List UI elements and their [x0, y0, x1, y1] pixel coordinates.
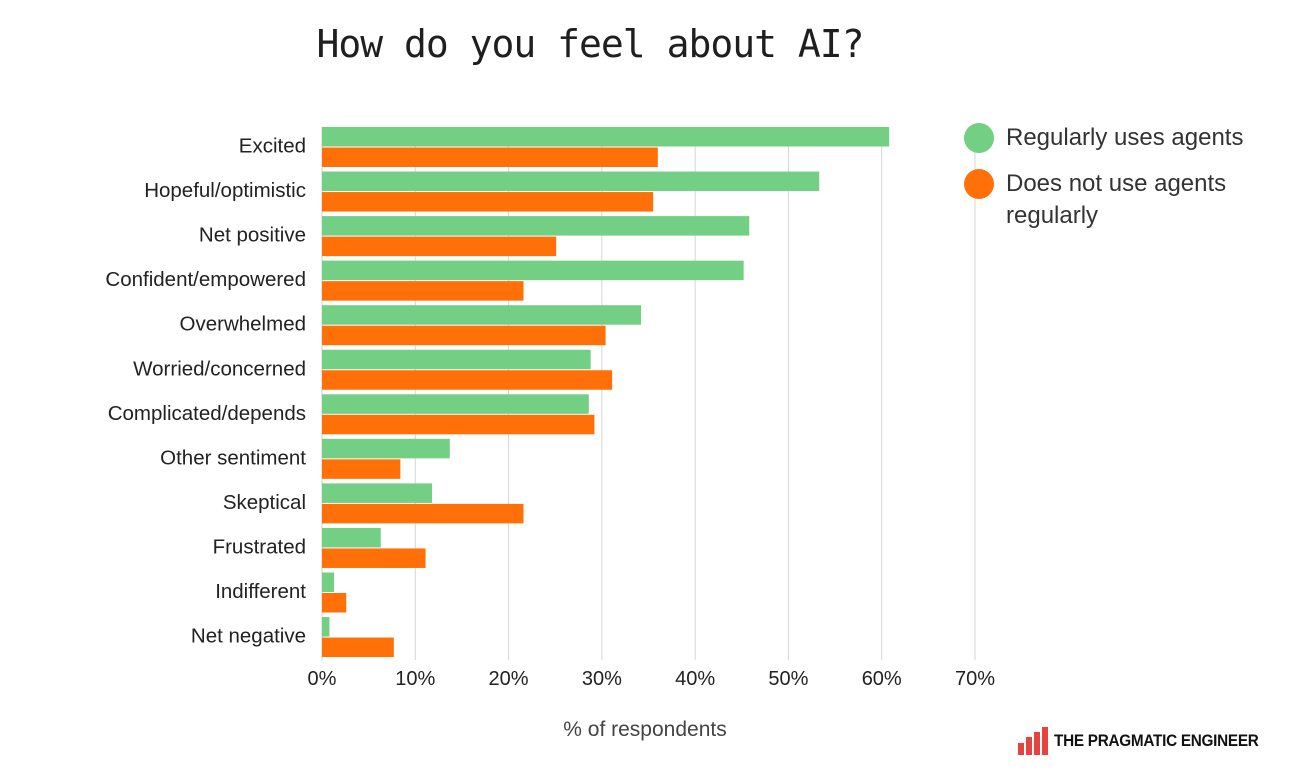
gridlines: [321, 127, 976, 660]
bar-regular-hopeful-optimistic: [322, 171, 820, 192]
category-label: Confident/empowered: [105, 268, 306, 291]
bar-not-regular-other-sentiment: [322, 459, 401, 479]
legend-item-regular: Regularly uses agents: [964, 122, 1294, 154]
bar-not-regular-indifferent: [322, 593, 347, 613]
bar-regular-other-sentiment: [322, 438, 450, 459]
legend: Regularly uses agents Does not use agent…: [964, 122, 1294, 246]
category-label: Complicated/depends: [108, 402, 306, 425]
bar-regular-confident-empowered: [322, 260, 744, 281]
category-label: Net negative: [191, 625, 306, 648]
x-tick-label: 20%: [489, 668, 529, 690]
category-label: Worried/concerned: [133, 357, 306, 380]
bar-not-regular-skeptical: [322, 503, 524, 524]
category-label: Frustrated: [213, 535, 306, 558]
x-tick-label: 50%: [768, 668, 808, 690]
bar-not-regular-hopeful-optimistic: [322, 192, 654, 212]
x-tick-label: 10%: [395, 668, 435, 690]
bar-regular-skeptical: [322, 483, 433, 503]
bar-not-regular-worried-concerned: [322, 370, 613, 390]
legend-swatch-orange: [964, 169, 994, 199]
x-tick-label: 40%: [675, 668, 715, 690]
bar-regular-net-negative: [322, 617, 330, 637]
bar-regular-worried-concerned: [322, 349, 591, 370]
x-tick-label: 70%: [955, 668, 995, 690]
bar-not-regular-confident-empowered: [322, 281, 524, 301]
bar-regular-frustrated: [322, 527, 381, 548]
bar-chart-logo-icon: [1018, 727, 1048, 755]
bar-regular-net-positive: [322, 216, 750, 236]
x-tick-label: 30%: [582, 668, 622, 690]
bar-not-regular-frustrated: [322, 548, 426, 568]
bar-not-regular-complicated-depends: [322, 414, 595, 435]
bar-regular-excited: [322, 127, 890, 147]
bar-regular-indifferent: [322, 572, 335, 592]
bar-not-regular-net-negative: [322, 637, 394, 658]
bars: [322, 127, 890, 658]
category-label: Overwhelmed: [180, 313, 306, 336]
x-tick-label: 0%: [308, 668, 337, 690]
bar-regular-complicated-depends: [322, 394, 589, 414]
category-label: Excited: [239, 135, 306, 158]
chart-title: How do you feel about AI?: [316, 22, 865, 66]
category-label: Skeptical: [223, 491, 306, 514]
bar-not-regular-excited: [322, 147, 658, 167]
brand-logo: THE PRAGMATIC ENGINEER: [1018, 727, 1281, 755]
x-axis-label: % of respondents: [563, 718, 726, 741]
category-label: Indifferent: [215, 580, 306, 603]
category-label: Hopeful/optimistic: [144, 179, 306, 202]
bar-not-regular-overwhelmed: [322, 325, 606, 346]
bar-not-regular-net-positive: [322, 236, 557, 257]
category-label: Other sentiment: [160, 446, 306, 469]
category-labels: Excited Hopeful/optimistic Net positive Con…: [105, 135, 306, 648]
legend-item-not-regular: Does not use agents regularly: [964, 168, 1294, 232]
legend-swatch-green: [964, 123, 994, 153]
brand-name: THE PRAGMATIC ENGINEER: [1054, 731, 1259, 750]
bar-regular-overwhelmed: [322, 305, 642, 325]
legend-label: Does not use agents regularly: [1006, 170, 1227, 229]
legend-label: Regularly uses agents: [1006, 124, 1244, 151]
x-tick-label: 60%: [862, 668, 902, 690]
category-label: Net positive: [199, 224, 306, 247]
x-tick-labels: 0% 10% 20% 30% 40% 50% 60% 70%: [308, 668, 996, 690]
